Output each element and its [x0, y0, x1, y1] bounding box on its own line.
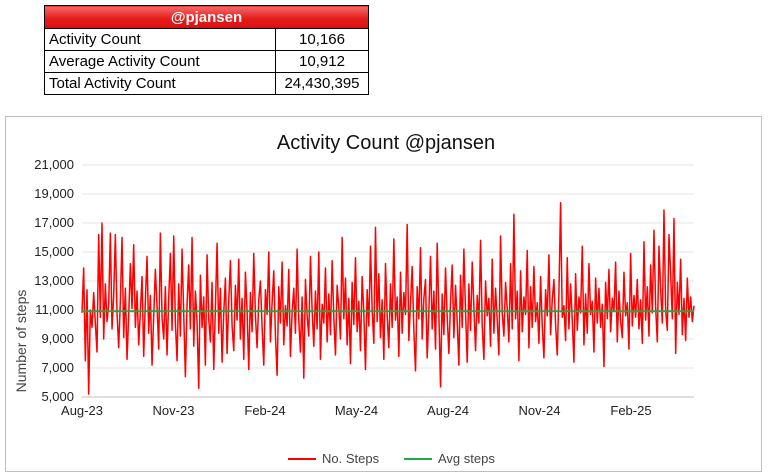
y-tick-label: 19,000: [34, 186, 74, 201]
y-tick-label: 7,000: [41, 360, 74, 375]
y-tick-labels: 5,000 7,000 9,000 11,000 13,000 15,000 17,000 1…: [34, 157, 74, 404]
stats-label: Activity Count: [44, 28, 276, 51]
y-axis-label: Number of steps: [13, 290, 29, 393]
chart-area: Activity Count @pjansen Number of steps …: [5, 116, 762, 472]
legend-avg-label: Avg steps: [438, 451, 495, 466]
y-tick-label: 13,000: [34, 273, 74, 288]
stats-label: Average Activity Count: [44, 50, 276, 73]
x-tick-label: Feb-24: [244, 403, 285, 418]
chart-title: Activity Count @pjansen: [277, 132, 495, 154]
series-line-no-steps: [81, 201, 695, 395]
x-tick-label: Aug-24: [427, 403, 469, 418]
stats-row: Activity Count 10,166: [44, 28, 369, 51]
y-tick-label: 5,000: [41, 389, 74, 404]
x-tick-label: Aug-23: [61, 403, 103, 418]
stats-value: 10,166: [275, 28, 369, 51]
x-tick-label: Feb-25: [610, 403, 651, 418]
stats-header: @pjansen: [44, 5, 369, 29]
legend: No. Steps Avg steps: [288, 451, 495, 466]
series-group: [81, 201, 695, 395]
y-tick-label: 11,000: [35, 302, 74, 317]
stats-value: 24,430,395: [275, 72, 369, 95]
x-tick-label: May-24: [335, 403, 378, 418]
stats-label: Total Activity Count: [44, 72, 276, 95]
y-tick-label: 15,000: [34, 244, 74, 259]
x-tick-label: Nov-24: [519, 403, 561, 418]
stats-table: @pjansen Activity Count 10,166 Average A…: [44, 5, 369, 95]
y-tick-label: 21,000: [34, 157, 74, 172]
legend-steps-label: No. Steps: [322, 451, 380, 466]
stats-value: 10,912: [275, 50, 369, 73]
grid-lines: [82, 164, 694, 398]
y-tick-label: 9,000: [41, 331, 74, 346]
stats-row: Total Activity Count 24,430,395: [44, 72, 369, 95]
y-tick-label: 17,000: [34, 215, 74, 230]
stats-header-row: @pjansen: [44, 5, 369, 29]
x-tick-label: Nov-23: [153, 403, 195, 418]
stats-row: Average Activity Count 10,912: [44, 50, 369, 73]
x-tick-labels: Aug-23 Nov-23 Feb-24 May-24 Aug-24 Nov-24 Feb-…: [61, 403, 652, 418]
activity-chart: Activity Count @pjansen Number of steps …: [13, 132, 695, 466]
